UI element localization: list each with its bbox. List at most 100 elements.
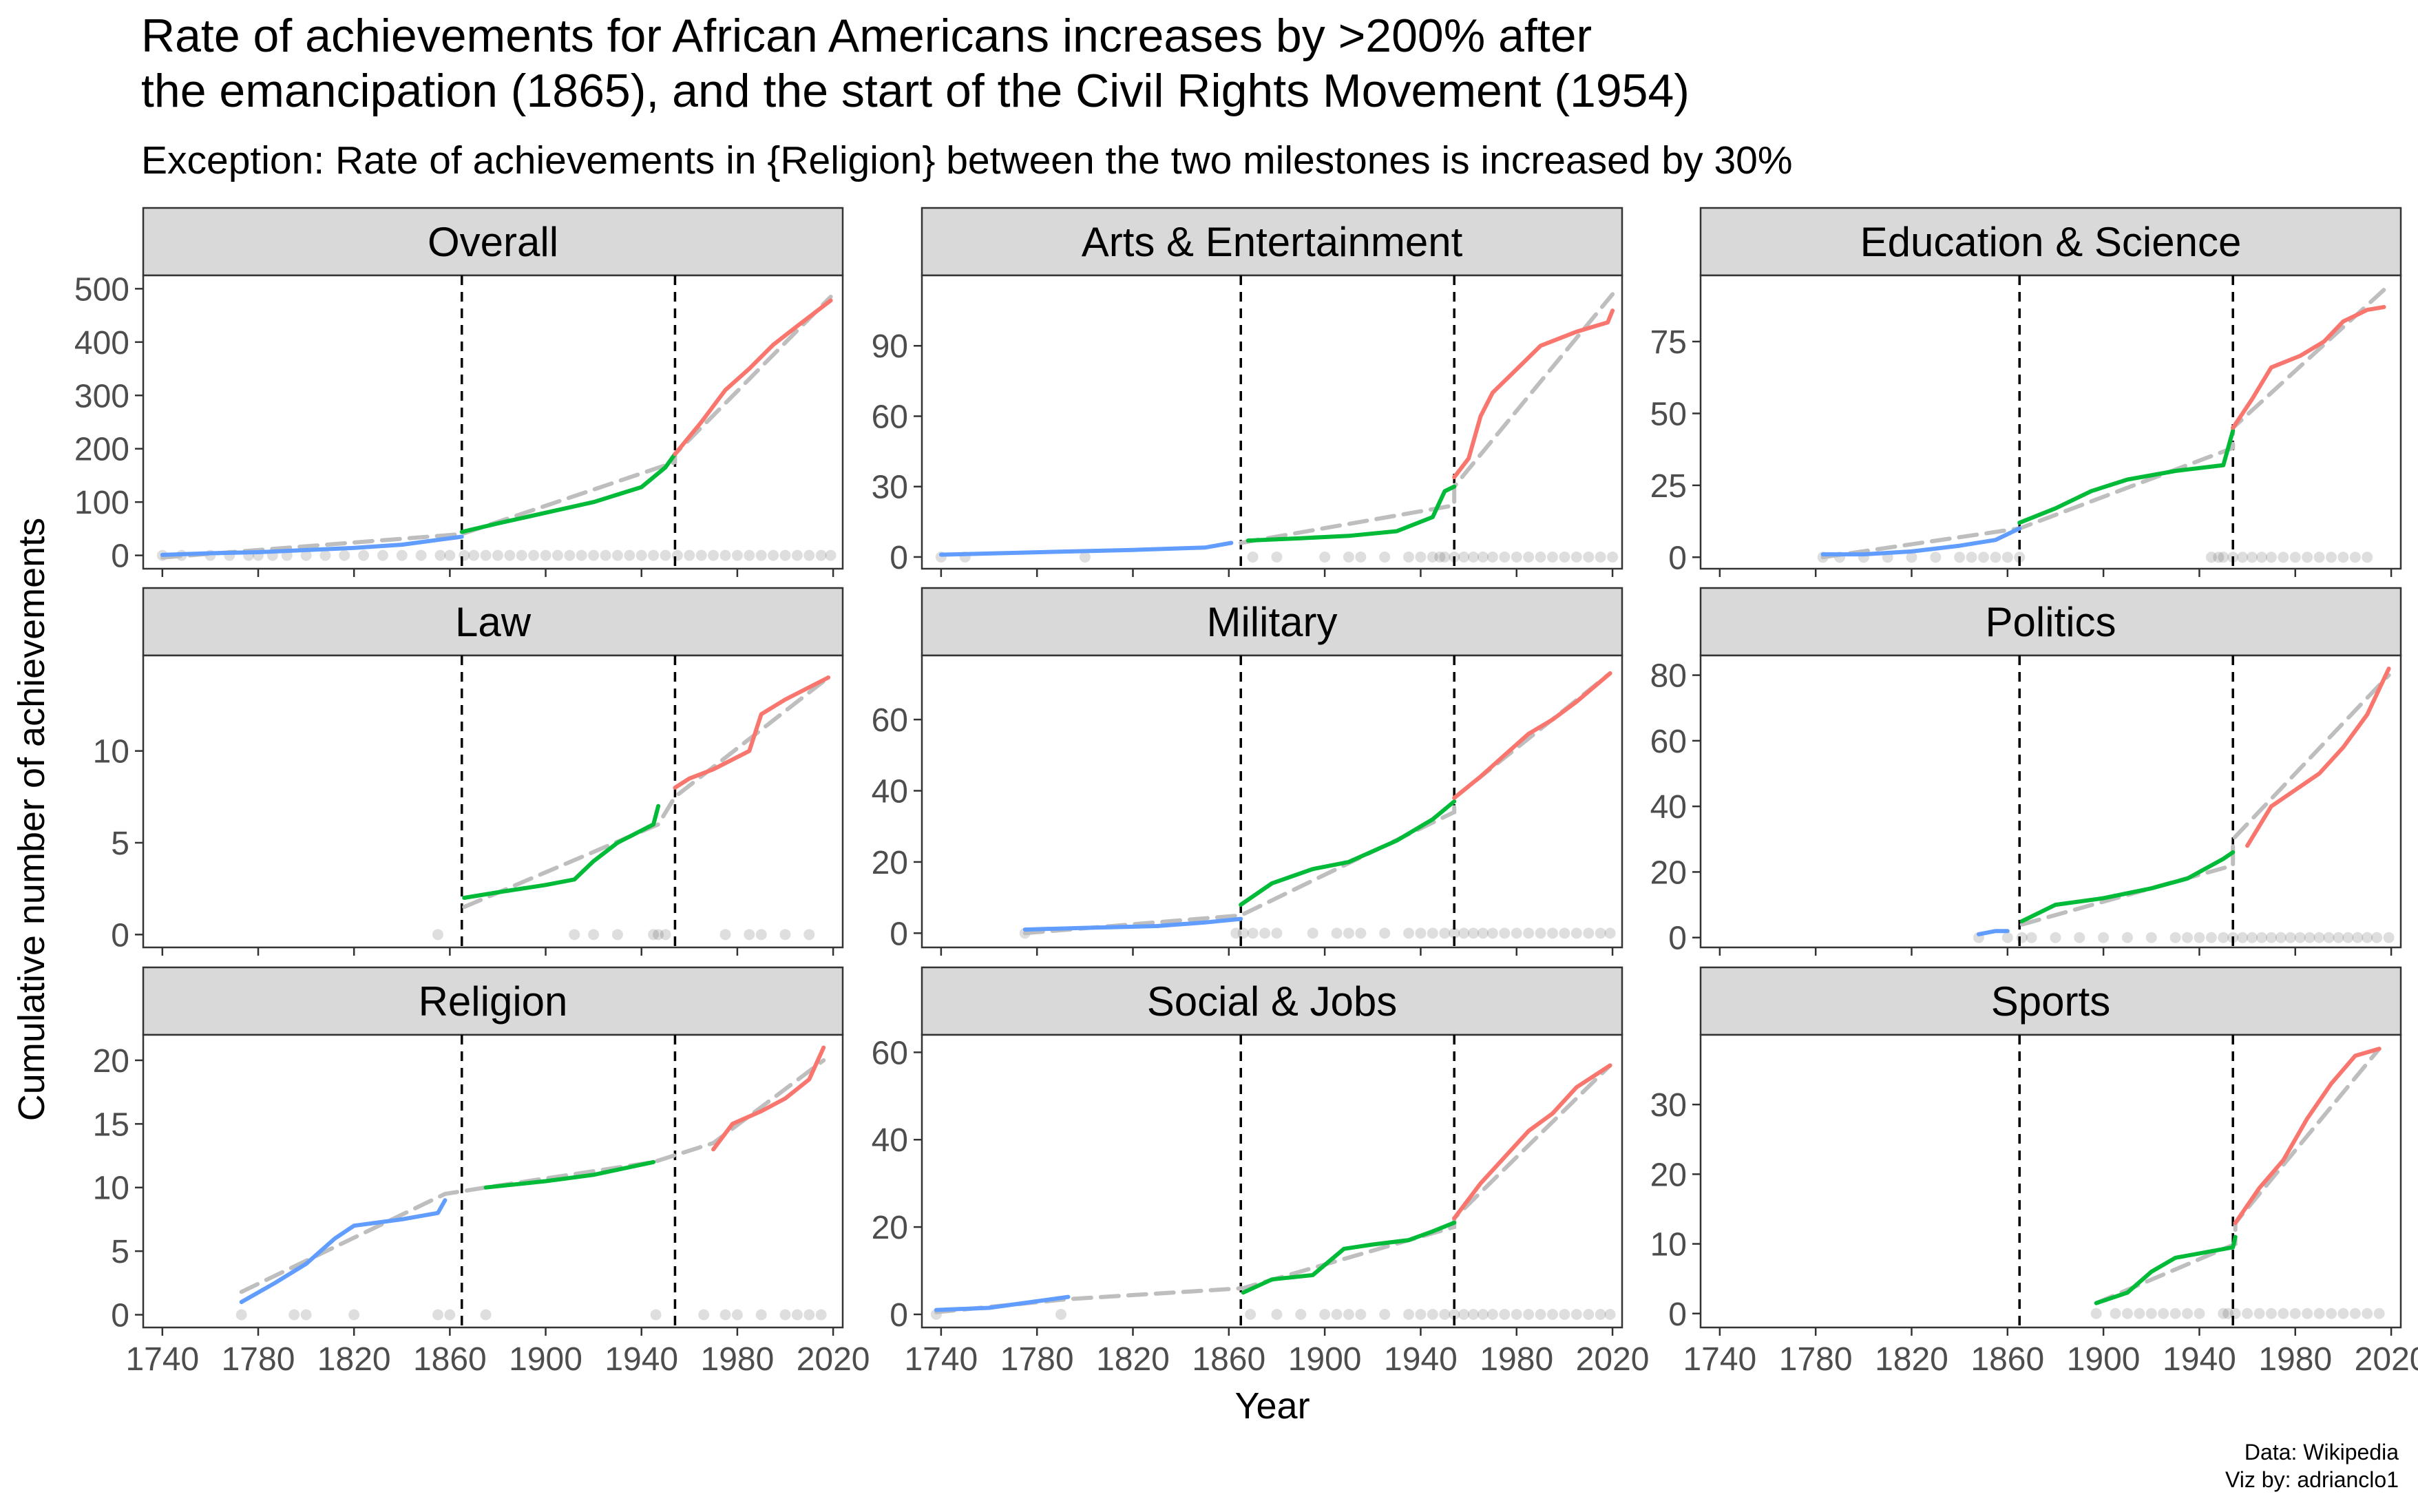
achievement-point (564, 549, 576, 561)
achievement-point (660, 549, 671, 561)
facet-panel: Arts & Entertainment 0 30 60 90 (872, 207, 1623, 577)
after-civil-rights-line (673, 675, 831, 790)
achievement-point (1559, 927, 1570, 939)
achievement-point (1906, 552, 1917, 563)
facet-strip (1699, 966, 2402, 1036)
after-civil-rights-line (2231, 304, 2386, 430)
achievement-point (1415, 551, 1427, 563)
achievement-point (1990, 552, 2001, 563)
x-axis-title: Year (1234, 1385, 1310, 1427)
achievement-point (1595, 1308, 1606, 1320)
y-tick-label: 20 (872, 845, 908, 881)
caption-source: Data: Wikipedia (2244, 1440, 2399, 1464)
achievement-point (2229, 1308, 2241, 1319)
achievement-point (1259, 927, 1271, 939)
achievement-point (2284, 932, 2296, 943)
achievement-point (1604, 927, 1616, 939)
achievement-point (444, 549, 456, 561)
x-tick-label: 1820 (317, 1341, 391, 1378)
achievement-point (2302, 1308, 2313, 1319)
achievement-point (1403, 1308, 1415, 1320)
y-tick-label: 0 (111, 917, 129, 954)
achievement-point (2256, 932, 2267, 943)
x-tick-label: 1740 (125, 1341, 199, 1378)
facet-panel: Social & Jobs 0 20 40 60 1740 1780 1820 1860 1900… (872, 966, 1649, 1378)
achievement-point (1319, 1308, 1331, 1320)
achievement-point (1535, 1308, 1546, 1320)
achievement-point (2275, 932, 2286, 943)
achievement-point (1439, 1308, 1451, 1320)
y-tick-label: 5 (111, 826, 129, 862)
y-tick-label: 20 (872, 1210, 908, 1246)
trend-line (1239, 292, 1615, 545)
achievement-point (1523, 927, 1535, 939)
achievement-point (1546, 1308, 1558, 1320)
achievement-point (2253, 1308, 2265, 1319)
achievement-point (815, 1309, 827, 1321)
achievement-point (1583, 1308, 1595, 1320)
achievement-point (755, 1309, 767, 1321)
y-tick-label: 0 (890, 540, 908, 576)
achievement-point (1499, 1308, 1511, 1320)
before-emancipation-line (239, 1198, 448, 1304)
achievement-point (2265, 1308, 2277, 1319)
achievement-point (2121, 932, 2133, 943)
achievement-point (1331, 1308, 1343, 1320)
achievement-point (2349, 1308, 2361, 1319)
achievement-point (1237, 927, 1249, 939)
achievement-point (2074, 932, 2085, 943)
facet-strip-label: Law (455, 599, 532, 645)
achievement-point (480, 1309, 492, 1321)
y-tick-label: 15 (93, 1106, 129, 1143)
achievement-point (432, 929, 443, 941)
achievement-point (779, 549, 791, 561)
achievement-point (2373, 1308, 2385, 1319)
achievement-point (2222, 1308, 2234, 1319)
achievement-point (791, 549, 803, 561)
achievement-point (660, 929, 671, 941)
achievement-point (2265, 932, 2277, 943)
y-tick-label: 75 (1650, 324, 1687, 361)
achievement-point (2302, 552, 2313, 563)
achievement-point (459, 549, 470, 561)
achievement-point (744, 929, 755, 941)
facet-strip (921, 587, 1623, 657)
facet-panel: Religion 0 5 10 15 20 1740 1780 1820 1860 1900 1940… (93, 966, 870, 1378)
achievement-point (2313, 552, 2325, 563)
achievement-point (1079, 551, 1091, 563)
achievement-point (348, 1309, 360, 1321)
achievement-point (2194, 1308, 2205, 1319)
achievement-point (2218, 552, 2229, 563)
achievement-point (2247, 552, 2258, 563)
x-tick-label: 2020 (2355, 1341, 2418, 1378)
panel-frame (142, 274, 844, 570)
y-tick-label: 30 (1650, 1087, 1687, 1124)
between-milestones-line (459, 452, 677, 534)
achievement-point (1486, 551, 1498, 563)
achievement-point (2134, 1308, 2145, 1319)
achievement-point (2289, 552, 2301, 563)
facet-strip (1699, 207, 2402, 277)
achievement-point (1511, 1308, 1522, 1320)
y-tick-label: 25 (1650, 468, 1687, 505)
y-tick-label: 300 (74, 378, 129, 414)
achievement-point (1535, 551, 1546, 563)
achievement-point (2213, 552, 2225, 563)
between-milestones-line (1239, 799, 1457, 907)
achievement-point (1535, 927, 1546, 939)
facet-panel: Sports 0 10 20 30 1740 1780 1820 1860 1900 1940 198… (1650, 966, 2418, 1378)
trend-line (1820, 287, 2386, 560)
achievement-point (1468, 1308, 1480, 1320)
achievement-point (2001, 932, 2013, 943)
facet-strip-label: Social & Jobs (1147, 978, 1398, 1025)
achievement-point (719, 1309, 731, 1321)
achievement-point (2194, 932, 2205, 943)
panel-frame (142, 1033, 844, 1329)
achievement-point (755, 929, 767, 941)
achievement-point (2242, 1308, 2253, 1319)
achievement-point (1355, 1308, 1367, 1320)
achievement-point (719, 929, 731, 941)
between-milestones-line (2017, 428, 2236, 525)
y-tick-label: 0 (890, 1297, 908, 1334)
achievement-point (2333, 932, 2344, 943)
